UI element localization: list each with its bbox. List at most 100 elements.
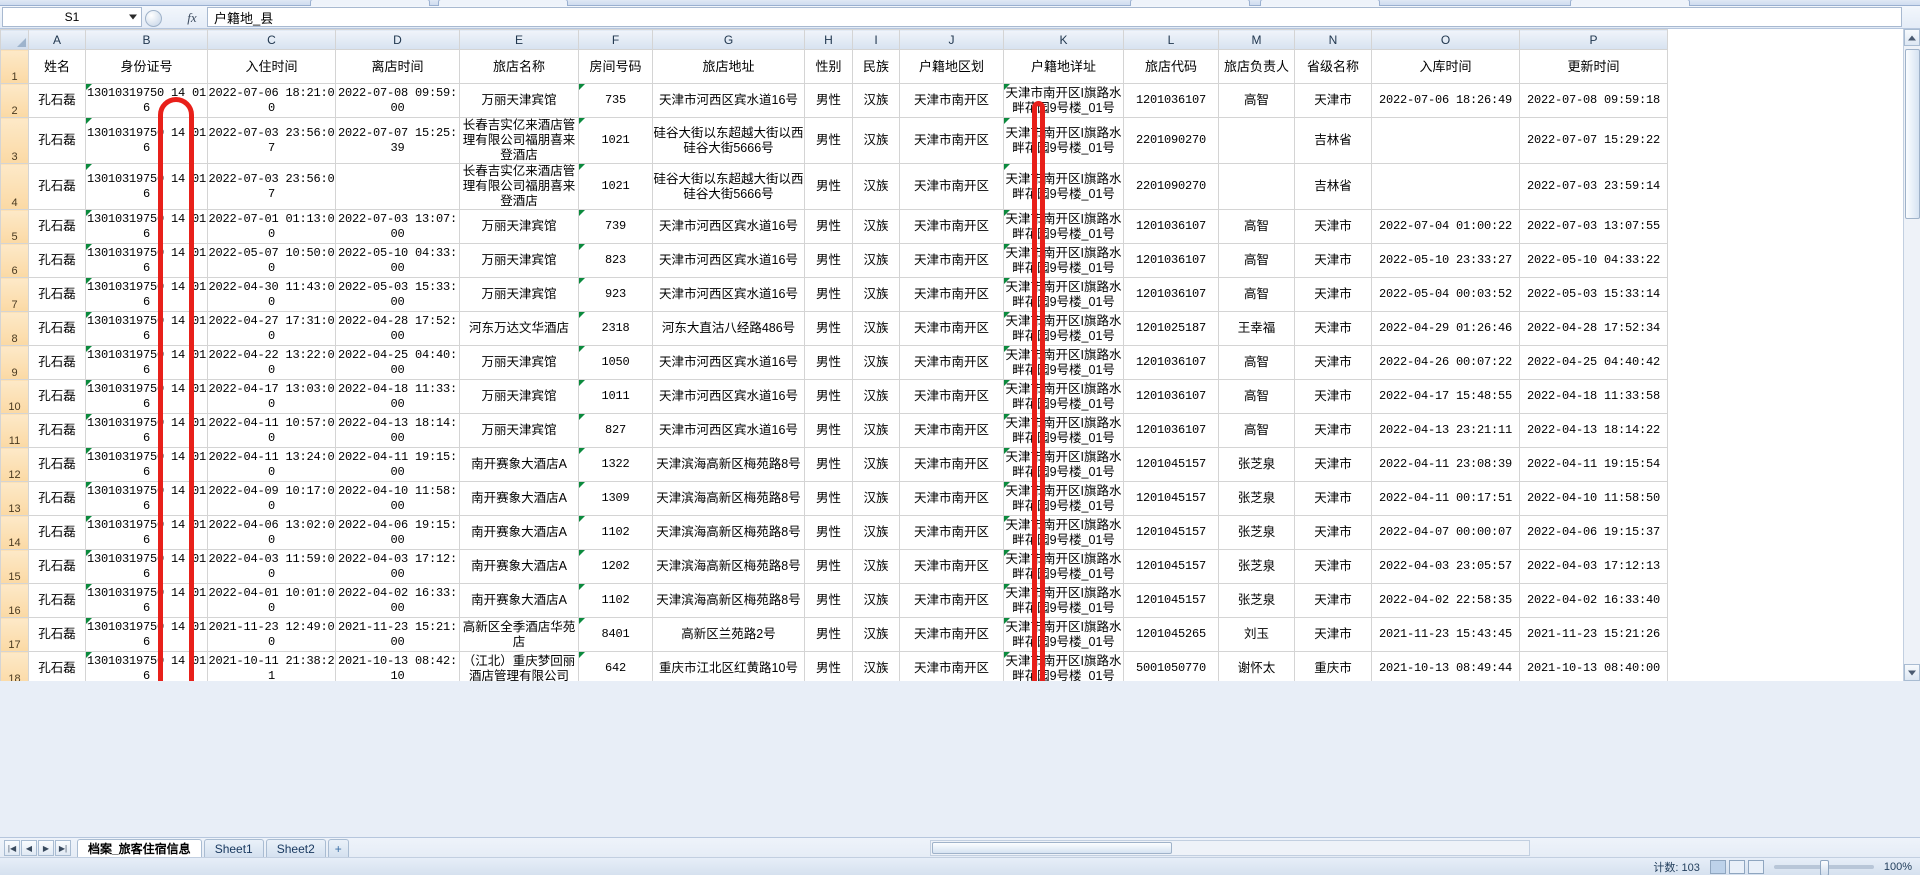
column-header-E[interactable]: E: [459, 29, 579, 50]
cell-E10[interactable]: 万丽天津宾馆: [459, 379, 579, 414]
column-header-H[interactable]: H: [804, 29, 853, 50]
column-header-I[interactable]: I: [852, 29, 900, 50]
cell-N7[interactable]: 天津市: [1294, 277, 1372, 312]
cell-C15[interactable]: 2022-04-03 11:59:00: [207, 549, 336, 584]
cell-P2[interactable]: 2022-07-08 09:59:18: [1519, 83, 1668, 118]
column-header-K[interactable]: K: [1003, 29, 1124, 50]
cell-F4[interactable]: 1021: [578, 163, 653, 210]
cell-G2[interactable]: 天津市河西区宾水道16号: [652, 83, 805, 118]
cell-D10[interactable]: 2022-04-18 11:33:00: [335, 379, 460, 414]
cell-M13[interactable]: 张芝泉: [1218, 481, 1295, 516]
cell-K18[interactable]: 天津市南开区I旗路水畔花园9号楼_01号: [1003, 651, 1124, 681]
cell-B8[interactable]: 13010319750 14 016: [85, 311, 208, 346]
cell-M5[interactable]: 高智: [1218, 209, 1295, 244]
cell-E4[interactable]: 长春吉实亿来酒店管理有限公司福朋喜来登酒店: [459, 163, 579, 210]
cell-E12[interactable]: 南开赛象大酒店A: [459, 447, 579, 482]
horizontal-scroll-thumb[interactable]: [932, 842, 1172, 854]
cell-H5[interactable]: 男性: [804, 209, 853, 244]
column-header-B[interactable]: B: [85, 29, 208, 50]
cell-C10[interactable]: 2022-04-17 13:03:00: [207, 379, 336, 414]
cell-J14[interactable]: 天津市南开区: [899, 515, 1004, 550]
cell-L16[interactable]: 1201045157: [1123, 583, 1219, 618]
cell-O15[interactable]: 2022-04-03 23:05:57: [1371, 549, 1520, 584]
cell-P16[interactable]: 2022-04-02 16:33:40: [1519, 583, 1668, 618]
cell-I11[interactable]: 汉族: [852, 413, 900, 448]
cell-J10[interactable]: 天津市南开区: [899, 379, 1004, 414]
cell-A5[interactable]: 孔石磊: [28, 209, 86, 244]
cell-D17[interactable]: 2021-11-23 15:21:00: [335, 617, 460, 652]
cell-N10[interactable]: 天津市: [1294, 379, 1372, 414]
cell-J12[interactable]: 天津市南开区: [899, 447, 1004, 482]
field-header-G[interactable]: 旅店地址: [652, 49, 805, 84]
cell-F6[interactable]: 823: [578, 243, 653, 278]
cell-E11[interactable]: 万丽天津宾馆: [459, 413, 579, 448]
cell-I18[interactable]: 汉族: [852, 651, 900, 681]
row-header[interactable]: 11: [0, 413, 29, 448]
cell-D14[interactable]: 2022-04-06 19:15:00: [335, 515, 460, 550]
scroll-up-icon[interactable]: [1904, 29, 1920, 46]
cell-M18[interactable]: 谢怀太: [1218, 651, 1295, 681]
cell-D6[interactable]: 2022-05-10 04:33:00: [335, 243, 460, 278]
cell-I10[interactable]: 汉族: [852, 379, 900, 414]
cell-C14[interactable]: 2022-04-06 13:02:00: [207, 515, 336, 550]
cell-M10[interactable]: 高智: [1218, 379, 1295, 414]
cell-K6[interactable]: 天津市南开区I旗路水畔花园9号楼_01号: [1003, 243, 1124, 278]
cell-E17[interactable]: 高新区全季酒店华苑店: [459, 617, 579, 652]
cell-A17[interactable]: 孔石磊: [28, 617, 86, 652]
cell-O6[interactable]: 2022-05-10 23:33:27: [1371, 243, 1520, 278]
cell-F8[interactable]: 2318: [578, 311, 653, 346]
cell-C18[interactable]: 2021-10-11 21:38:21: [207, 651, 336, 681]
cell-O12[interactable]: 2022-04-11 23:08:39: [1371, 447, 1520, 482]
cell-A3[interactable]: 孔石磊: [28, 117, 86, 164]
cell-P10[interactable]: 2022-04-18 11:33:58: [1519, 379, 1668, 414]
cell-B5[interactable]: 13010319750 14 016: [85, 209, 208, 244]
cell-D3[interactable]: 2022-07-07 15:25:39: [335, 117, 460, 164]
cell-K5[interactable]: 天津市南开区I旗路水畔花园9号楼_01号: [1003, 209, 1124, 244]
cell-K17[interactable]: 天津市南开区I旗路水畔花园9号楼_01号: [1003, 617, 1124, 652]
cell-K13[interactable]: 天津市南开区I旗路水畔花园9号楼_01号: [1003, 481, 1124, 516]
cell-I2[interactable]: 汉族: [852, 83, 900, 118]
cell-H15[interactable]: 男性: [804, 549, 853, 584]
column-header-F[interactable]: F: [578, 29, 653, 50]
field-header-D[interactable]: 离店时间: [335, 49, 460, 84]
cell-K10[interactable]: 天津市南开区I旗路水畔花园9号楼_01号: [1003, 379, 1124, 414]
cell-O3[interactable]: [1371, 117, 1520, 164]
cell-P17[interactable]: 2021-11-23 15:21:26: [1519, 617, 1668, 652]
field-header-O[interactable]: 入库时间: [1371, 49, 1520, 84]
row-header[interactable]: 18: [0, 651, 29, 681]
field-header-N[interactable]: 省级名称: [1294, 49, 1372, 84]
cell-P15[interactable]: 2022-04-03 17:12:13: [1519, 549, 1668, 584]
cell-N16[interactable]: 天津市: [1294, 583, 1372, 618]
cell-G15[interactable]: 天津滨海高新区梅苑路8号: [652, 549, 805, 584]
cell-L9[interactable]: 1201036107: [1123, 345, 1219, 380]
field-header-B[interactable]: 身份证号: [85, 49, 208, 84]
cell-F16[interactable]: 1102: [578, 583, 653, 618]
cell-M3[interactable]: [1218, 117, 1295, 164]
cell-A7[interactable]: 孔石磊: [28, 277, 86, 312]
cell-K3[interactable]: 天津市南开区I旗路水畔花园9号楼_01号: [1003, 117, 1124, 164]
cell-C16[interactable]: 2022-04-01 10:01:00: [207, 583, 336, 618]
cell-A12[interactable]: 孔石磊: [28, 447, 86, 482]
cell-G5[interactable]: 天津市河西区宾水道16号: [652, 209, 805, 244]
cell-J8[interactable]: 天津市南开区: [899, 311, 1004, 346]
cell-E6[interactable]: 万丽天津宾馆: [459, 243, 579, 278]
cell-G14[interactable]: 天津滨海高新区梅苑路8号: [652, 515, 805, 550]
cell-B17[interactable]: 13010319750 14 016: [85, 617, 208, 652]
cell-B4[interactable]: 13010319750 14 016: [85, 163, 208, 210]
cell-G10[interactable]: 天津市河西区宾水道16号: [652, 379, 805, 414]
cell-F3[interactable]: 1021: [578, 117, 653, 164]
cell-P12[interactable]: 2022-04-11 19:15:54: [1519, 447, 1668, 482]
normal-view-icon[interactable]: [1709, 859, 1726, 874]
cell-M7[interactable]: 高智: [1218, 277, 1295, 312]
cell-F2[interactable]: 735: [578, 83, 653, 118]
cell-C12[interactable]: 2022-04-11 13:24:00: [207, 447, 336, 482]
cell-D13[interactable]: 2022-04-10 11:58:00: [335, 481, 460, 516]
field-header-H[interactable]: 性别: [804, 49, 853, 84]
cell-D5[interactable]: 2022-07-03 13:07:00: [335, 209, 460, 244]
column-header-P[interactable]: P: [1519, 29, 1668, 50]
cell-C4[interactable]: 2022-07-03 23:56:07: [207, 163, 336, 210]
field-header-F[interactable]: 房间号码: [578, 49, 653, 84]
cell-B18[interactable]: 13010319750 14 016: [85, 651, 208, 681]
cell-G7[interactable]: 天津市河西区宾水道16号: [652, 277, 805, 312]
cell-I9[interactable]: 汉族: [852, 345, 900, 380]
